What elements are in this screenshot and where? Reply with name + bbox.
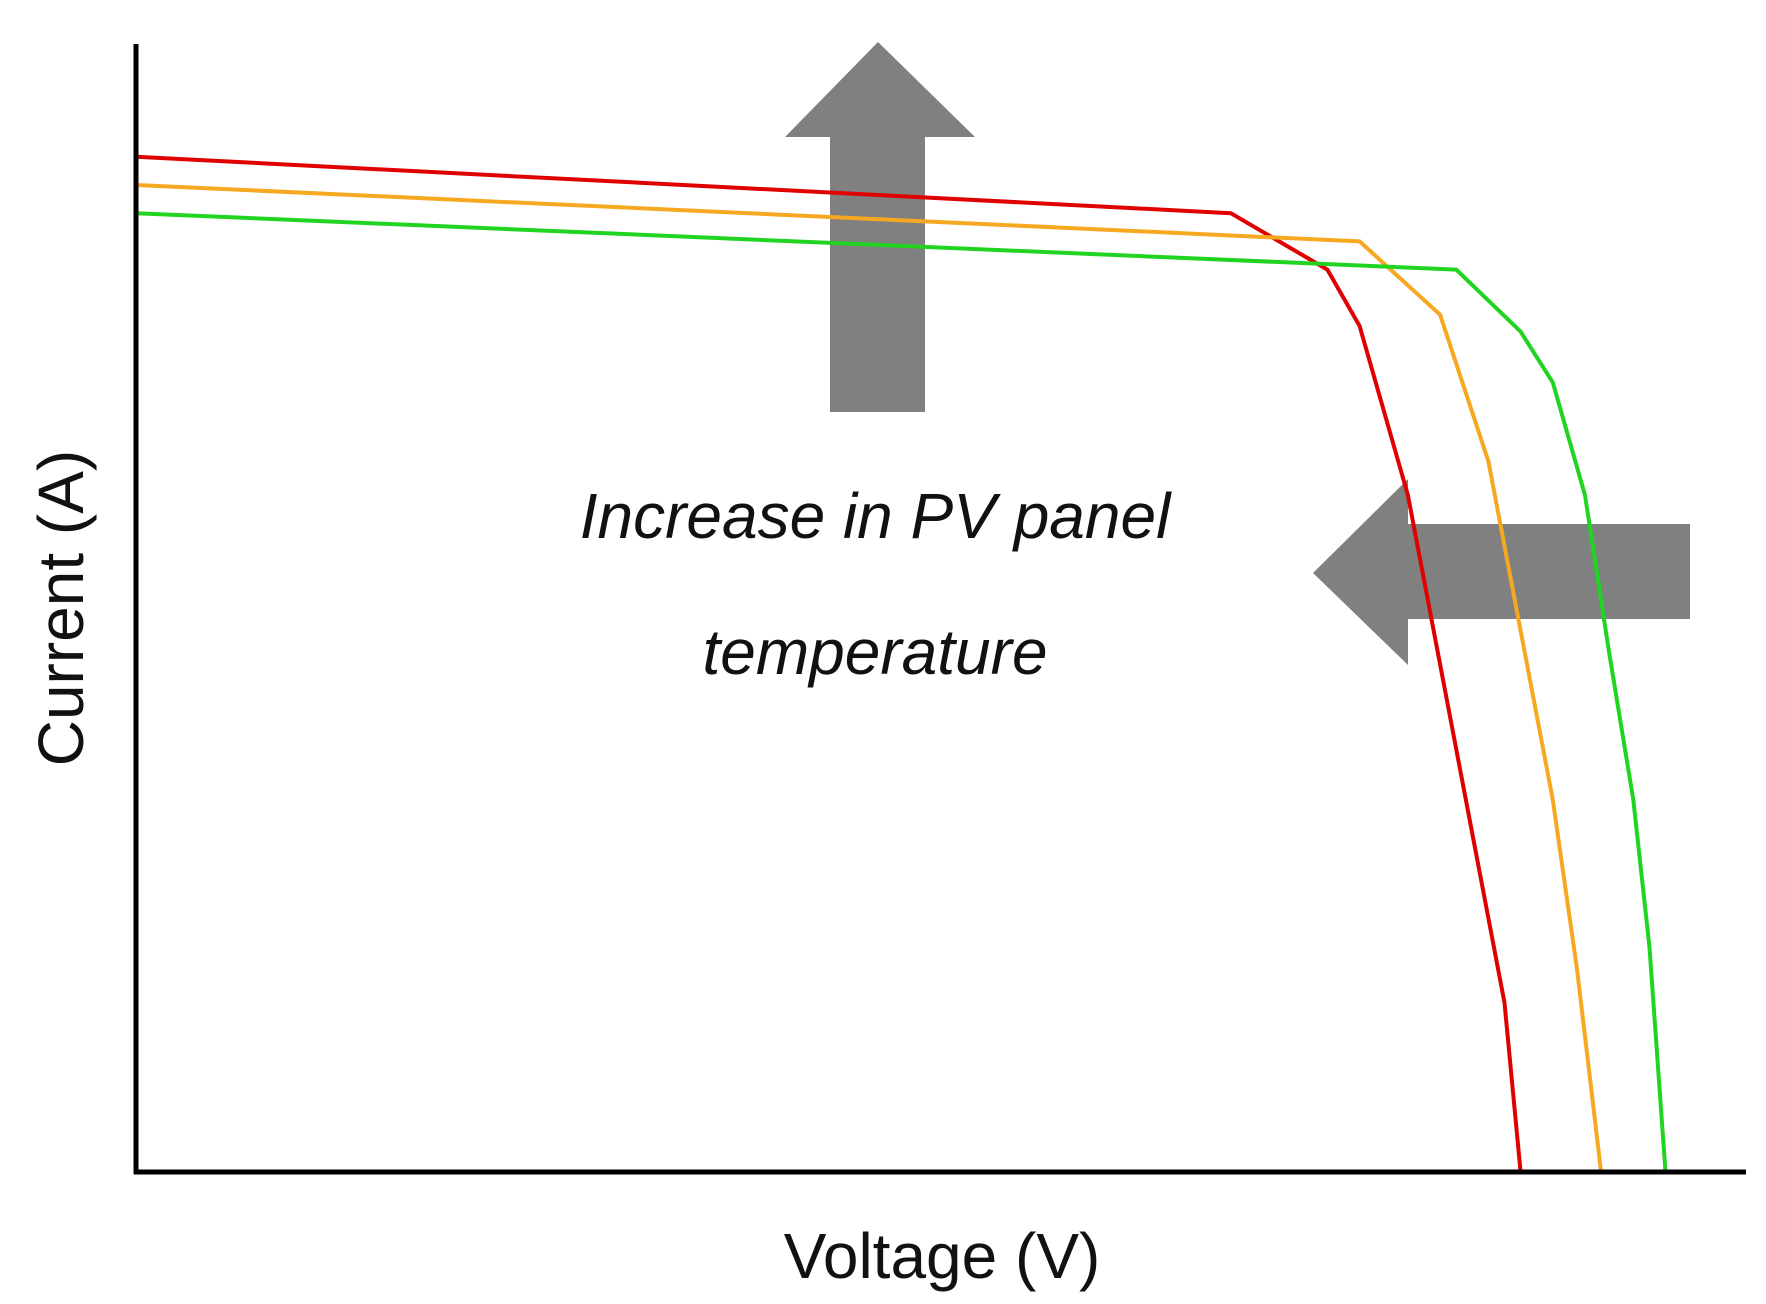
current-increase-arrow xyxy=(785,42,975,412)
red-curve xyxy=(135,154,1523,1173)
orange-curve xyxy=(135,183,1604,1173)
y-axis-title: Current (A) xyxy=(25,450,97,767)
voltage-decrease-arrow xyxy=(1313,479,1690,665)
annotation-line-2: temperature xyxy=(702,616,1047,688)
x-axis-title: Voltage (V) xyxy=(784,1220,1101,1292)
series-layer xyxy=(135,154,1668,1173)
annotation-line-1: Increase in PV panel xyxy=(580,480,1172,552)
green-curve xyxy=(135,211,1668,1173)
